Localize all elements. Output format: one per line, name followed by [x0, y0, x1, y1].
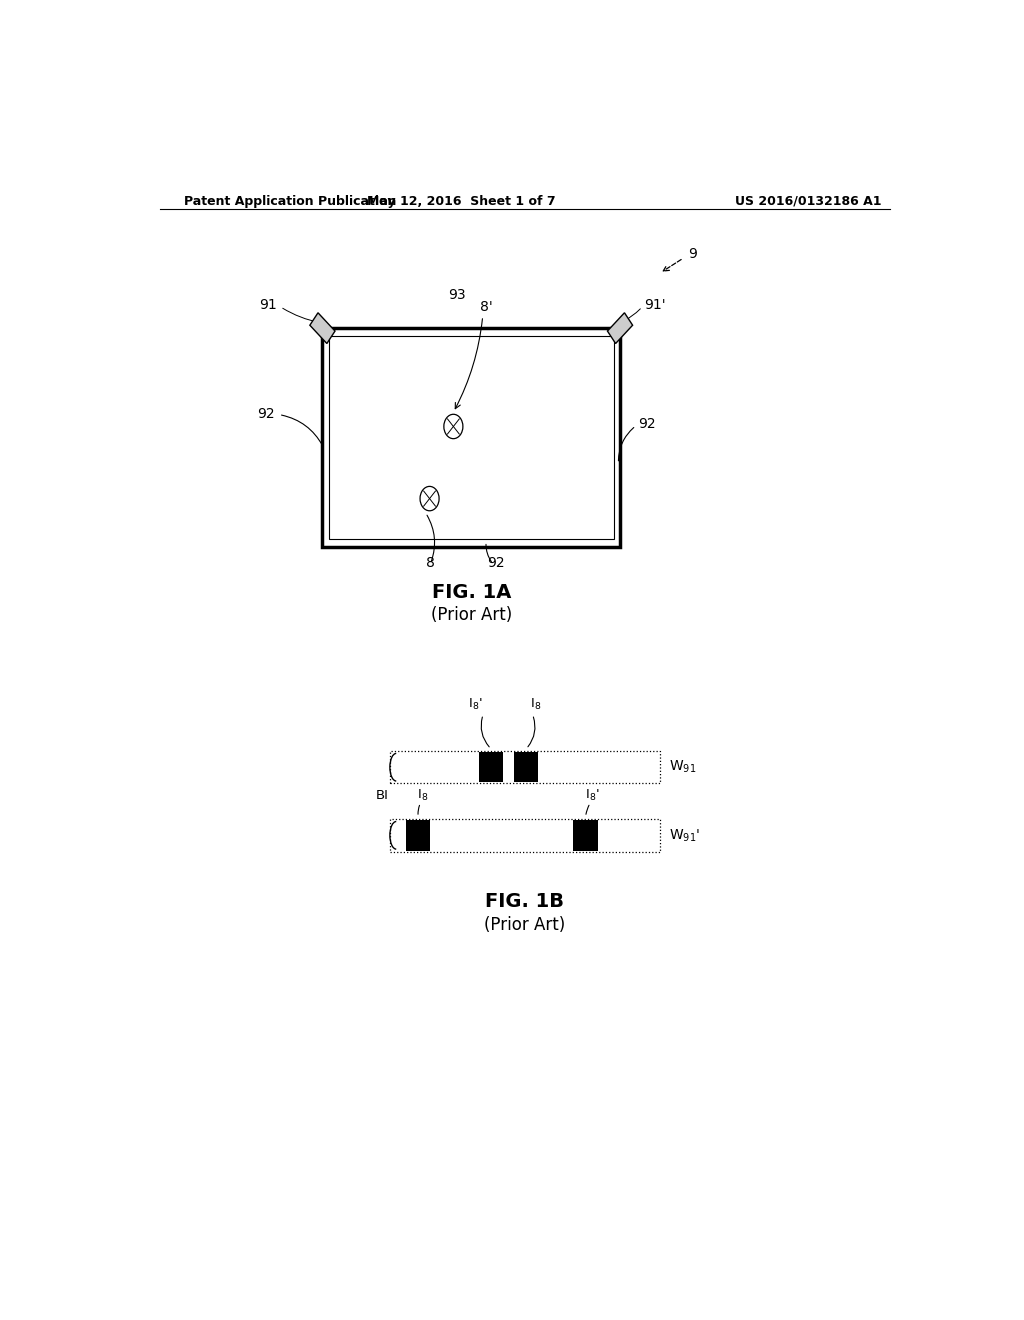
- Bar: [390, 751, 659, 784]
- Bar: [479, 752, 503, 783]
- Text: 91': 91': [644, 298, 666, 312]
- Text: 93: 93: [449, 288, 466, 302]
- Text: BI: BI: [376, 789, 388, 801]
- Text: 9: 9: [688, 247, 697, 261]
- Polygon shape: [310, 313, 335, 343]
- Text: W$_{91}$': W$_{91}$': [670, 828, 700, 843]
- Text: I$_8$': I$_8$': [585, 788, 599, 803]
- Text: US 2016/0132186 A1: US 2016/0132186 A1: [735, 195, 882, 209]
- Bar: [514, 752, 539, 783]
- Text: 92: 92: [487, 556, 505, 570]
- Polygon shape: [607, 313, 633, 343]
- Text: FIG. 1A: FIG. 1A: [431, 583, 511, 602]
- Text: 8: 8: [426, 556, 435, 570]
- Bar: [390, 818, 659, 851]
- Text: Patent Application Publication: Patent Application Publication: [183, 195, 396, 209]
- Text: 8': 8': [479, 300, 493, 314]
- Text: I$_8$: I$_8$: [417, 788, 428, 803]
- Polygon shape: [323, 329, 620, 546]
- Text: (Prior Art): (Prior Art): [431, 606, 512, 623]
- Text: I$_8$': I$_8$': [468, 697, 482, 713]
- Text: 92: 92: [638, 417, 656, 430]
- Text: W$_{91}$: W$_{91}$: [670, 759, 696, 775]
- Text: 92: 92: [257, 407, 274, 421]
- Text: FIG. 1B: FIG. 1B: [485, 892, 564, 911]
- Text: (Prior Art): (Prior Art): [484, 916, 565, 933]
- Bar: [407, 820, 430, 850]
- Text: May 12, 2016  Sheet 1 of 7: May 12, 2016 Sheet 1 of 7: [367, 195, 556, 209]
- Bar: [573, 820, 598, 850]
- Text: I$_8$: I$_8$: [530, 697, 542, 713]
- Text: 91: 91: [259, 298, 278, 312]
